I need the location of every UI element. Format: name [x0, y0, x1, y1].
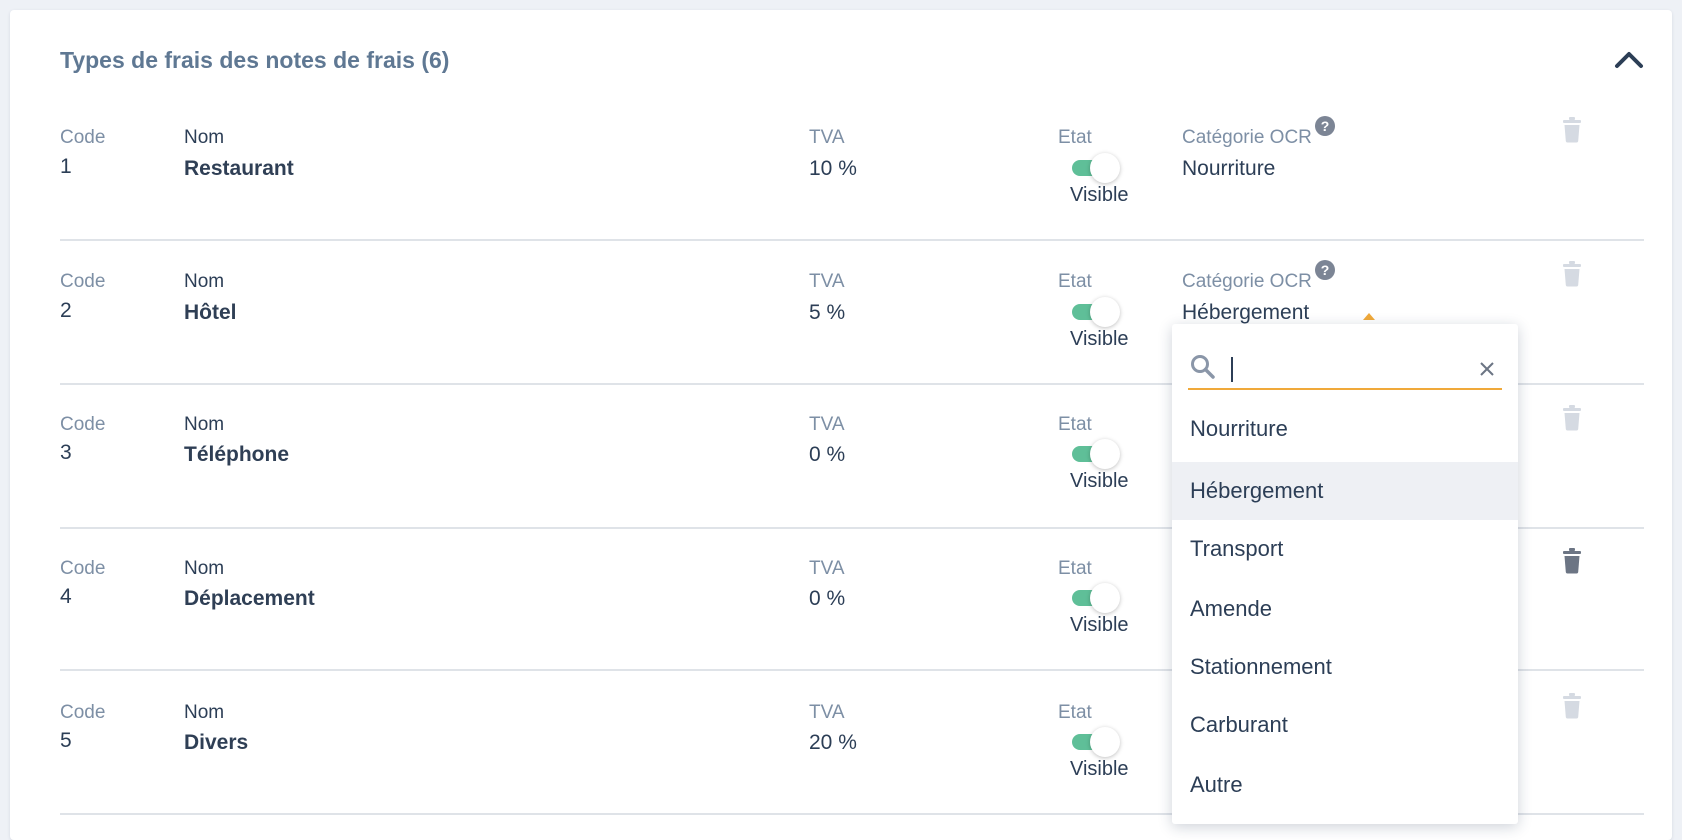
tva-value: 10 %: [809, 157, 857, 180]
code-label: Code: [60, 271, 106, 292]
option-label: Nourriture: [1190, 416, 1288, 441]
trash-icon[interactable]: [1561, 548, 1583, 574]
nom-label: Nom: [184, 414, 225, 435]
option-label: Transport: [1190, 536, 1284, 561]
row-divider: [60, 527, 1644, 529]
nom-label: Nom: [184, 271, 225, 292]
expense-type-row: Code 4 Nom Déplacement TVA 0 % Etat Visi…: [60, 527, 1644, 671]
dropdown-search-input[interactable]: [1228, 352, 1462, 384]
dropdown-search: [1188, 350, 1502, 390]
tva-label: TVA: [809, 414, 845, 435]
visibility-toggle[interactable]: [1070, 153, 1120, 183]
option-label: Hébergement: [1190, 478, 1324, 503]
option-label: Amende: [1190, 596, 1272, 621]
dropdown-option[interactable]: Autre: [1172, 756, 1518, 814]
code-value: 3: [60, 441, 72, 464]
visibility-status: Visible: [1070, 184, 1129, 206]
search-icon: [1191, 355, 1215, 379]
visibility-toggle[interactable]: [1070, 439, 1120, 469]
visibility-status: Visible: [1070, 328, 1129, 350]
chevron-up-icon: [1615, 52, 1643, 68]
expense-type-row: Code 2 Nom Hôtel TVA 5 % Etat Visible Ca…: [60, 241, 1644, 385]
trash-icon[interactable]: [1561, 261, 1583, 287]
code-value: 4: [60, 585, 72, 608]
code-value: 1: [60, 155, 72, 178]
categorie-selected-value: Hébergement: [1182, 301, 1310, 324]
toggle-knob: [1090, 439, 1120, 469]
nom-label: Nom: [184, 558, 225, 579]
text-cursor: [1231, 357, 1233, 382]
code-label: Code: [60, 414, 106, 435]
visibility-toggle[interactable]: [1070, 297, 1120, 327]
caret-up-icon: [1363, 313, 1375, 320]
categorie-value[interactable]: Nourriture: [1182, 157, 1276, 180]
close-icon[interactable]: [1478, 360, 1496, 378]
option-label: Stationnement: [1190, 654, 1332, 679]
visibility-status: Visible: [1070, 614, 1129, 636]
etat-label: Etat: [1058, 271, 1092, 292]
code-value: 2: [60, 299, 72, 322]
trash-icon[interactable]: [1561, 693, 1583, 719]
visibility-status: Visible: [1070, 470, 1129, 492]
help-icon[interactable]: ?: [1315, 116, 1335, 136]
code-label: Code: [60, 127, 106, 148]
nom-value: Téléphone: [184, 443, 290, 466]
dropdown-option[interactable]: Nourriture: [1172, 400, 1518, 458]
dropdown-option[interactable]: Transport: [1172, 520, 1518, 578]
option-label: Autre: [1190, 772, 1243, 797]
categorie-label: Catégorie OCR: [1182, 127, 1312, 148]
tva-value: 20 %: [809, 731, 857, 754]
help-icon[interactable]: ?: [1315, 260, 1335, 280]
nom-value: Hôtel: [184, 301, 237, 324]
etat-label: Etat: [1058, 414, 1092, 435]
etat-label: Etat: [1058, 702, 1092, 723]
categorie-dropdown: Nourriture Hébergement Transport Amende …: [1172, 324, 1518, 824]
trash-icon[interactable]: [1561, 117, 1583, 143]
dropdown-option[interactable]: Carburant: [1172, 696, 1518, 754]
trash-icon[interactable]: [1561, 405, 1583, 431]
nom-value: Déplacement: [184, 587, 315, 610]
categorie-label: Catégorie OCR: [1182, 271, 1312, 292]
section-title: Types de frais des notes de frais (6): [60, 47, 450, 73]
etat-label: Etat: [1058, 127, 1092, 148]
tva-label: TVA: [809, 127, 845, 148]
code-label: Code: [60, 558, 106, 579]
tva-label: TVA: [809, 271, 845, 292]
tva-value: 5 %: [809, 301, 846, 324]
toggle-knob: [1090, 727, 1120, 757]
nom-label: Nom: [184, 702, 225, 723]
row-divider: [60, 669, 1644, 671]
dropdown-option[interactable]: Amende: [1172, 580, 1518, 638]
tva-label: TVA: [809, 558, 845, 579]
row-divider: [60, 383, 1644, 385]
code-value: 5: [60, 729, 72, 752]
dropdown-option[interactable]: Stationnement: [1172, 638, 1518, 696]
etat-label: Etat: [1058, 558, 1092, 579]
expense-type-row: Code 3 Nom Téléphone TVA 0 % Etat Visibl…: [60, 385, 1644, 529]
nom-label: Nom: [184, 127, 225, 148]
nom-value: Divers: [184, 731, 249, 754]
visibility-toggle[interactable]: [1070, 727, 1120, 757]
visibility-status: Visible: [1070, 758, 1129, 780]
toggle-knob: [1090, 583, 1120, 613]
option-label: Carburant: [1190, 712, 1288, 737]
row-divider: [60, 239, 1644, 241]
expense-type-row: Code 1 Nom Restaurant TVA 10 % Etat Visi…: [60, 97, 1644, 241]
toggle-knob: [1090, 153, 1120, 183]
tva-label: TVA: [809, 702, 845, 723]
tva-value: 0 %: [809, 587, 846, 610]
nom-value: Restaurant: [184, 157, 294, 180]
visibility-toggle[interactable]: [1070, 583, 1120, 613]
code-label: Code: [60, 702, 106, 723]
collapse-button[interactable]: [1612, 44, 1646, 74]
dropdown-option-highlighted[interactable]: Hébergement: [1172, 462, 1518, 520]
tva-value: 0 %: [809, 443, 846, 466]
toggle-knob: [1090, 297, 1120, 327]
